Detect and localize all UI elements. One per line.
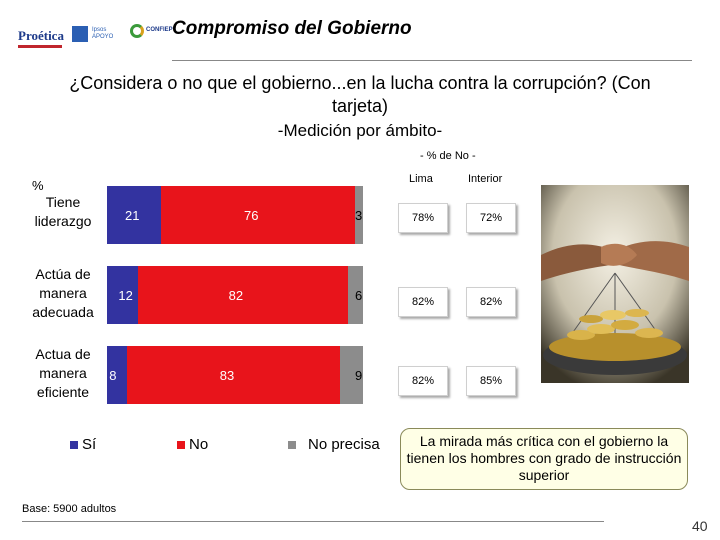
base-note: Base: 5900 adultos bbox=[22, 503, 117, 515]
lima-value-cell: 78% bbox=[398, 203, 448, 233]
bar-segment-si bbox=[107, 346, 128, 404]
bar-segment-si bbox=[107, 186, 161, 244]
legend-swatch-no bbox=[177, 441, 185, 449]
survey-question: ¿Considera o no que el gobierno...en la … bbox=[69, 73, 651, 116]
legend-label-no: No bbox=[189, 436, 209, 453]
no-percent-note: - % de No - bbox=[420, 150, 476, 162]
bar-value-label-no-precisa: 9 bbox=[355, 368, 363, 383]
lima-value-cell: 82% bbox=[398, 366, 448, 396]
bar-segment-no-precisa bbox=[339, 346, 363, 404]
legend-label-si: Sí bbox=[82, 436, 97, 453]
confiep-logo-text: CONFIEP bbox=[146, 27, 173, 33]
column-header-interior: Interior bbox=[468, 173, 503, 185]
bar-segment-no bbox=[137, 266, 348, 324]
row-label-actua-adecuada: Actúa de manera adecuada bbox=[32, 266, 94, 320]
bar-segment-no-precisa bbox=[355, 186, 363, 244]
legend-swatch-no-precisa bbox=[288, 441, 296, 449]
interior-value-cell: 72% bbox=[466, 203, 516, 233]
header-divider bbox=[172, 60, 692, 61]
bar-value-label-no: 76 bbox=[244, 208, 259, 223]
proetica-logo: Proética bbox=[18, 28, 64, 48]
bar-value-label-no-precisa: 3 bbox=[355, 208, 363, 223]
chart-subtitle: -Medición por ámbito- bbox=[277, 121, 443, 140]
apoyo-logo-text: Ipsos APOYO bbox=[92, 27, 114, 40]
footer-divider bbox=[22, 521, 604, 522]
legend-swatch-si bbox=[70, 441, 78, 449]
bar-value-label-si: 12 bbox=[118, 288, 133, 303]
legend-label-no-precisa: No precisa bbox=[308, 436, 380, 453]
bar-segment-no bbox=[127, 346, 340, 404]
bar-value-label-no-precisa: 6 bbox=[355, 288, 363, 303]
apoyo-logo-mark bbox=[72, 26, 88, 42]
row-label-tiene-liderazgo: Tiene liderazgo bbox=[34, 194, 92, 229]
handshake-scale-photo bbox=[541, 185, 689, 383]
bar-value-label-no: 82 bbox=[228, 288, 244, 303]
proetica-logo-text: Proética bbox=[18, 28, 64, 43]
column-header-lima: Lima bbox=[409, 173, 433, 185]
bar-value-label-si: 21 bbox=[125, 208, 140, 223]
row-label-actua-eficiente: Actua de manera eficiente bbox=[35, 346, 91, 400]
page-number: 40 bbox=[692, 518, 708, 534]
bar-segment-no bbox=[160, 186, 356, 244]
bar-value-label-no: 83 bbox=[219, 368, 235, 383]
page-title: Compromiso del Gobierno bbox=[172, 18, 412, 39]
insight-callout: La mirada más crítica con el gobierno la… bbox=[400, 428, 688, 490]
bar-value-label-si: 8 bbox=[109, 368, 117, 383]
bar-segment-no-precisa bbox=[347, 266, 363, 324]
confiep-logo-mark bbox=[130, 24, 144, 38]
lima-value-cell: 82% bbox=[398, 287, 448, 317]
percent-symbol: % bbox=[32, 178, 44, 193]
bar-segment-si bbox=[107, 266, 138, 324]
interior-value-cell: 85% bbox=[466, 366, 516, 396]
interior-value-cell: 82% bbox=[466, 287, 516, 317]
